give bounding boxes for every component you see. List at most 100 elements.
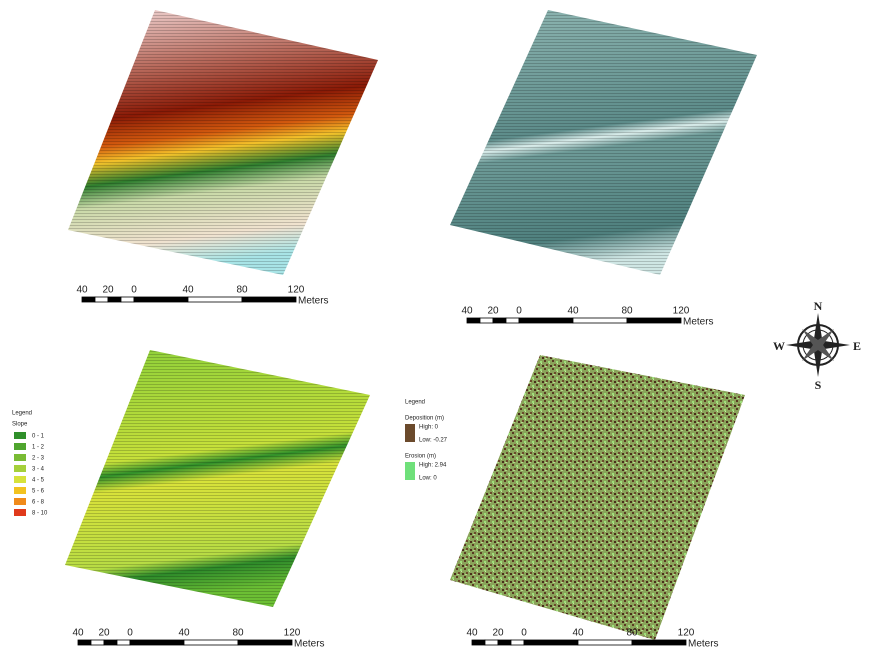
scale-segment — [573, 318, 627, 323]
scale-segment — [188, 297, 242, 302]
scale-segment — [498, 640, 511, 645]
scale-segment — [480, 318, 493, 323]
legend-field: Slope — [12, 422, 28, 428]
scale-label: 20 — [492, 628, 504, 639]
scale-label: 40 — [182, 285, 194, 296]
scale-label: 40 — [72, 628, 84, 639]
legend-swatch — [14, 476, 26, 483]
scale-segment — [506, 318, 519, 323]
scale-label: 0 — [131, 285, 137, 296]
scale-segment — [91, 640, 104, 645]
scale-segment — [493, 318, 506, 323]
scale-label: 40 — [178, 628, 190, 639]
legend-title: Legend — [12, 411, 32, 417]
scale-segment — [467, 318, 480, 323]
scale-label: 20 — [102, 285, 114, 296]
page: {"panels": [ {"scale": {"labels": [40, 2… — [0, 0, 873, 656]
legend-swatch — [14, 454, 26, 461]
compass-w: W — [773, 339, 785, 353]
legend-text: High: 0 — [419, 425, 439, 431]
scale-segment — [632, 640, 686, 645]
legend-text: Legend — [405, 400, 425, 406]
scale-label: 20 — [98, 628, 110, 639]
legend-ramp — [405, 424, 415, 442]
scale-label: 80 — [232, 628, 244, 639]
scale-label: 0 — [127, 628, 133, 639]
scale-segment — [524, 640, 578, 645]
compass-e: E — [853, 339, 861, 353]
scale-label: 20 — [487, 306, 499, 317]
legend-swatch — [14, 498, 26, 505]
scale-segment — [578, 640, 632, 645]
legend-class: 3 - 4 — [32, 467, 45, 473]
legend-swatch — [14, 432, 26, 439]
scale-label: 120 — [673, 306, 690, 317]
scale-label: 40 — [572, 628, 584, 639]
scale-segment — [519, 318, 573, 323]
contour-map — [68, 10, 378, 275]
scale-segment — [242, 297, 296, 302]
scale-segment — [121, 297, 134, 302]
legend-class: 6 - 8 — [32, 500, 45, 506]
scale-segment — [627, 318, 681, 323]
legend-text: Low: -0.27 — [419, 438, 448, 444]
legend-text: Deposition (m) — [405, 416, 444, 422]
figure: N S W E 402004080120Meters402004080120Me… — [0, 0, 873, 651]
scale-label: 120 — [678, 628, 695, 639]
scale-label: 80 — [626, 628, 638, 639]
legend-swatch — [14, 487, 26, 494]
scale-segment — [104, 640, 117, 645]
scale-segment — [82, 297, 95, 302]
scale-label: 120 — [288, 285, 305, 296]
scale-unit: Meters — [294, 639, 325, 650]
legend-text: Erosion (m) — [405, 454, 436, 460]
slope-map — [65, 350, 370, 607]
legend-class: 5 - 6 — [32, 489, 45, 495]
compass-rose: N S W E — [773, 299, 861, 392]
scale-label: 0 — [521, 628, 527, 639]
scale-unit: Meters — [688, 639, 719, 650]
scale-segment — [238, 640, 292, 645]
scale-label: 40 — [466, 628, 478, 639]
scale-label: 0 — [516, 306, 522, 317]
legend-class: 1 - 2 — [32, 445, 45, 451]
hillshade-map — [450, 10, 757, 275]
scale-label: 80 — [236, 285, 248, 296]
legend-class: 2 - 3 — [32, 456, 45, 462]
scale-segment — [130, 640, 184, 645]
legend-text: High: 2.94 — [419, 463, 447, 469]
scale-segment — [472, 640, 485, 645]
scale-label: 40 — [461, 306, 473, 317]
scale-unit: Meters — [683, 317, 714, 328]
legend-swatch — [14, 509, 26, 516]
legend-swatch — [14, 443, 26, 450]
legend-class: 0 - 1 — [32, 434, 45, 440]
compass-n: N — [814, 299, 823, 313]
scale-label: 40 — [76, 285, 88, 296]
scale-segment — [117, 640, 130, 645]
scale-segment — [485, 640, 498, 645]
scale-segment — [184, 640, 238, 645]
scale-segment — [95, 297, 108, 302]
compass-s: S — [815, 378, 822, 392]
scale-label: 120 — [284, 628, 301, 639]
legend-text: Low: 0 — [419, 476, 437, 482]
scale-segment — [78, 640, 91, 645]
scale-label: 40 — [567, 306, 579, 317]
scale-segment — [108, 297, 121, 302]
erosion-legend: Legend Deposition (m) High: 0 Low: -0.27 Ero… — [405, 400, 448, 482]
erosion-map — [450, 355, 745, 640]
legend-ramp — [405, 462, 415, 480]
slope-legend: Legend Slope 0 - 1 1 - 2 2 - 3 3 - 4 4 - 5 5 - … — [12, 411, 48, 517]
scale-label: 80 — [621, 306, 633, 317]
legend-class: 4 - 5 — [32, 478, 45, 484]
legend-swatch — [14, 465, 26, 472]
legend-class: 8 - 10 — [32, 511, 48, 517]
scale-segment — [511, 640, 524, 645]
scale-unit: Meters — [298, 296, 329, 307]
scale-segment — [134, 297, 188, 302]
